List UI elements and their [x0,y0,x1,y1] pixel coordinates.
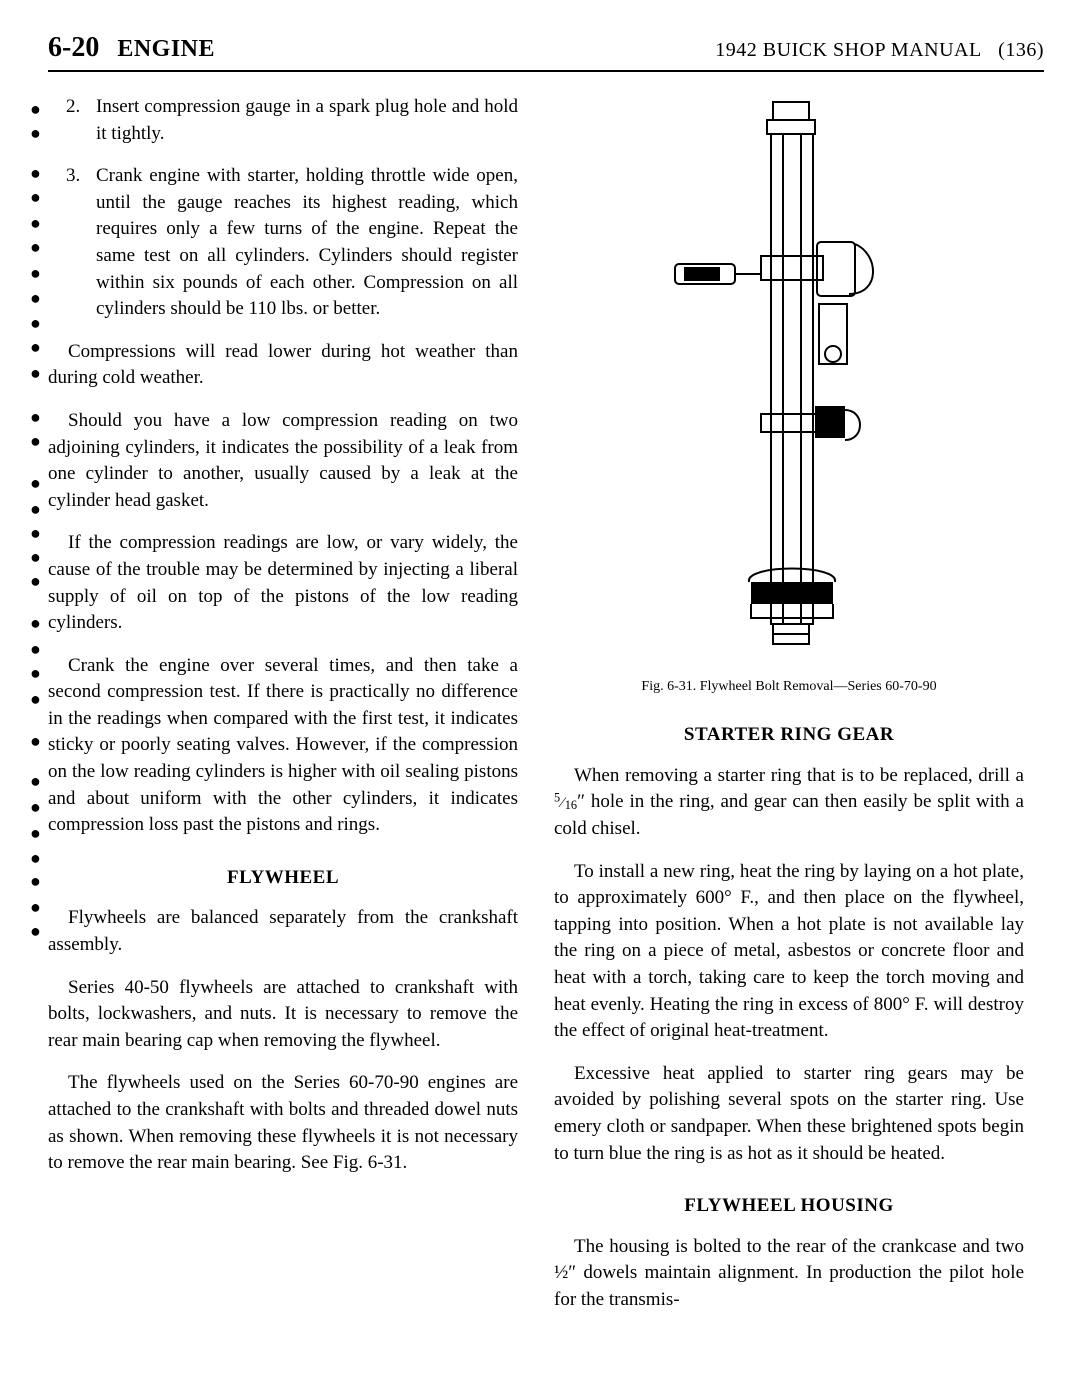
left-column: ●●●●●●●●●●●●●●●●●●●●●●●●●●●●●● 2. Insert… [48,94,518,1329]
paragraph: If the compression readings are low, or … [48,530,518,636]
paragraph: Excessive heat applied to starter ring g… [554,1061,1024,1167]
bullet-icon: ● [30,408,41,426]
bullet-icon: ● [30,572,41,590]
bullet-icon: ● [30,548,41,566]
bullet-icon: ● [30,164,41,182]
bullet-icon: ● [30,500,41,518]
bullet-icon: ● [30,289,41,307]
paragraph: Compressions will read lower during hot … [48,339,518,392]
paragraph: Crank the engine over several times, and… [48,653,518,839]
paragraph: To install a new ring, heat the ring by … [554,859,1024,1045]
bullet-icon: ● [30,922,41,940]
bullet-icon: ● [30,238,41,256]
list-item-2: 2. Insert compression gauge in a spark p… [48,94,518,147]
bullet-icon: ● [30,640,41,658]
text-fragment: The housing is bolted to the rear of the… [574,1236,1024,1257]
bullet-icon: ● [30,664,41,682]
bullet-icon: ● [30,772,41,790]
bullet-icon: ● [30,849,41,867]
list-number: 3. [48,163,96,323]
bullet-icon: ● [30,690,41,708]
list-number: 2. [48,94,96,147]
bullet-icon: ● [30,338,41,356]
bullet-icon: ● [30,188,41,206]
bullet-icon: ● [30,898,41,916]
paragraph: Flywheels are balanced separately from t… [48,905,518,958]
text-fragment: ″ hole in the ring, and gear can then ea… [554,791,1024,839]
list-text: Crank engine with starter, holding throt… [96,163,518,323]
right-column: Fig. 6-31. Flywheel Bolt Removal—Series … [554,94,1024,1329]
bullet-icon: ● [30,524,41,542]
bullet-icon: ● [30,824,41,842]
header-left: 6-20 ENGINE [48,32,215,64]
page-number: 6-20 [48,32,99,63]
flywheel-housing-heading: FLYWHEEL HOUSING [554,1193,1024,1220]
manual-title: 1942 BUICK SHOP MANUAL [715,39,981,61]
bullet-icon: ● [30,798,41,816]
paragraph: Series 40-50 flywheels are attached to c… [48,975,518,1055]
fraction-5-16: 5⁄16 [554,791,577,812]
manual-code: (136) [998,39,1044,61]
bullet-icon: ● [30,432,41,450]
text-fragment: ″ dowels maintain alignment. In producti… [554,1262,1024,1310]
paragraph: Should you have a low compression readin… [48,408,518,514]
header-right: 1942 BUICK SHOP MANUAL (136) [715,39,1044,62]
fraction-half: ½ [554,1262,568,1283]
bullet-icon: ● [30,474,41,492]
figure-6-31 [554,94,1024,663]
bullet-icon: ● [30,732,41,750]
figure-caption: Fig. 6-31. Flywheel Bolt Removal—Series … [554,677,1024,697]
flywheel-heading: FLYWHEEL [48,865,518,892]
bullet-icon: ● [30,872,41,890]
page-header: 6-20 ENGINE 1942 BUICK SHOP MANUAL (136) [48,32,1044,72]
bullet-icon: ● [30,614,41,632]
paragraph: The flywheels used on the Series 60-70-9… [48,1070,518,1176]
bullet-icon: ● [30,124,41,142]
list-text: Insert compression gauge in a spark plug… [96,94,518,147]
section-name: ENGINE [117,36,215,62]
manual-page: 6-20 ENGINE 1942 BUICK SHOP MANUAL (136)… [0,0,1092,1394]
text-fragment: When removing a starter ring that is to … [574,765,1024,786]
content-columns: ●●●●●●●●●●●●●●●●●●●●●●●●●●●●●● 2. Insert… [48,94,1044,1329]
flywheel-diagram-icon [649,94,929,654]
list-item-3: 3. Crank engine with starter, holding th… [48,163,518,323]
bullet-icon: ● [30,264,41,282]
bullet-icon: ● [30,214,41,232]
bullet-icon: ● [30,364,41,382]
paragraph: The housing is bolted to the rear of the… [554,1234,1024,1314]
bullet-icon: ● [30,100,41,118]
starter-ring-heading: STARTER RING GEAR [554,722,1024,749]
paragraph: When removing a starter ring that is to … [554,763,1024,843]
bullet-icon: ● [30,314,41,332]
